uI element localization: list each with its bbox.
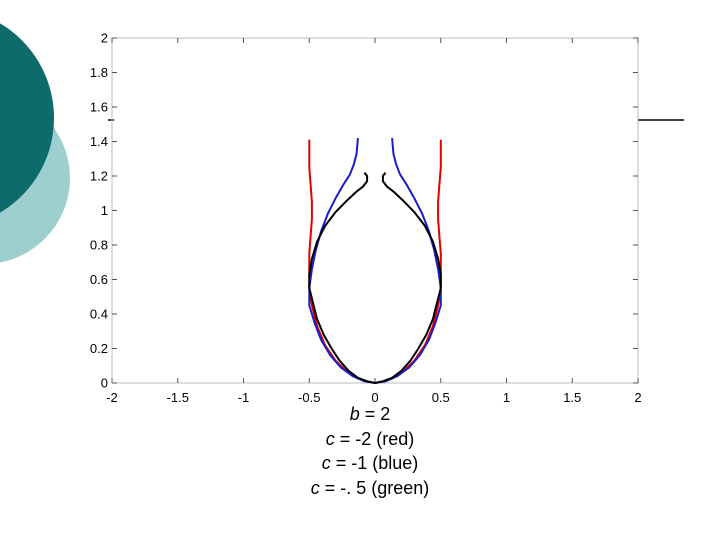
- plot-area: [111, 37, 639, 384]
- series-2-left-branch: [308, 171, 376, 384]
- y-tick-label: 0.6: [90, 272, 108, 287]
- caption-var: c: [321, 453, 331, 473]
- y-tick-labels: 0 0.2 0.4 0.6 0.8 1 1.2 1.4 1.6 1.8 2: [90, 31, 108, 391]
- y-tick-label: 2: [101, 31, 108, 46]
- x-tick-label: -1: [238, 390, 250, 405]
- y-tick-label: 0: [101, 376, 108, 391]
- x-tick-label: -1.5: [167, 390, 189, 405]
- caption-line: c = -2 (red): [220, 427, 520, 452]
- y-tick-label: 0.4: [90, 307, 108, 322]
- caption-line: c = -. 5 (green): [220, 476, 520, 501]
- x-tick-label: 1: [503, 390, 510, 405]
- series-1-left-branch: [308, 138, 376, 384]
- y-tick-label: 1: [101, 203, 108, 218]
- caption-line: b = 2: [220, 402, 520, 427]
- caption-var: c: [325, 428, 335, 449]
- y-tick-label: 0.2: [90, 341, 108, 356]
- x-tick-labels: -2 -1.5 -1 -0.5 0 0.5 1 1.5 2: [106, 390, 641, 405]
- series-0-right-branch: [374, 139, 442, 384]
- caption: b = 2 c = -2 (red) c = -1 (blue) c = -. …: [220, 402, 520, 500]
- x-tick-label: -0.5: [298, 390, 320, 405]
- caption-var: b: [349, 404, 360, 424]
- y-tick-label: 1.8: [90, 65, 108, 80]
- x-tick-label: 0.5: [432, 390, 450, 405]
- y-tick-label: 0.8: [90, 238, 108, 253]
- x-tick-label: 2: [634, 390, 641, 405]
- axis-ticks: [111, 37, 639, 384]
- caption-text: = -1 (blue): [330, 453, 419, 473]
- series-0-left-branch: [308, 139, 376, 384]
- x-tick-label: 1.5: [563, 390, 581, 405]
- y-tick-label: 1.4: [90, 134, 108, 149]
- series-2-right-branch: [374, 171, 442, 384]
- caption-text: = 2: [359, 404, 391, 424]
- caption-text: = -2 (red): [334, 428, 415, 449]
- y-tick-label: 1.6: [90, 100, 108, 115]
- caption-var: c: [310, 477, 320, 498]
- y-tick-label: 1.2: [90, 169, 108, 184]
- series-1-right-branch: [374, 138, 442, 384]
- caption-text: = -. 5 (green): [319, 477, 430, 498]
- teal-dark-circle: [0, 23, 54, 213]
- series-curves: [308, 138, 442, 384]
- caption-line: c = -1 (blue): [220, 451, 520, 476]
- x-tick-label: 0: [371, 390, 378, 405]
- x-tick-label: -2: [106, 390, 118, 405]
